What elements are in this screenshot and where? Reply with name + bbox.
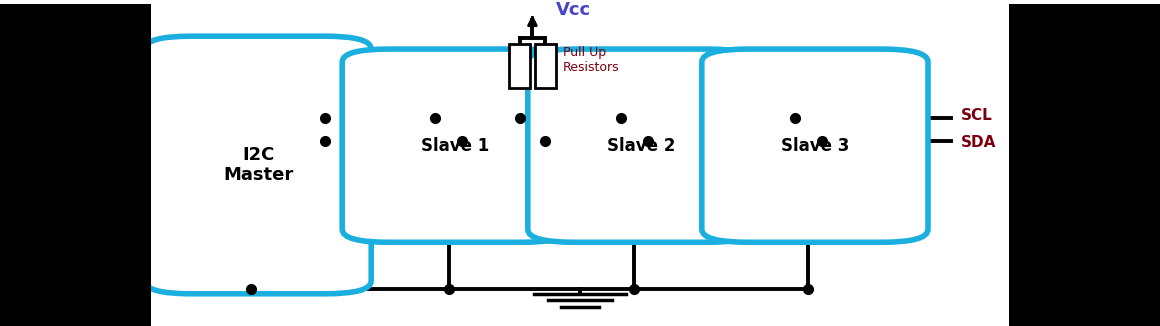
Text: Pull Up
Resistors: Pull Up Resistors xyxy=(563,46,619,74)
Text: Slave 3: Slave 3 xyxy=(781,137,849,155)
Bar xyxy=(0,4,151,326)
FancyBboxPatch shape xyxy=(342,49,568,242)
Text: SDA: SDA xyxy=(960,135,995,150)
Text: SCL: SCL xyxy=(960,108,992,123)
FancyBboxPatch shape xyxy=(702,49,928,242)
FancyBboxPatch shape xyxy=(145,36,371,294)
FancyBboxPatch shape xyxy=(528,49,754,242)
Bar xyxy=(535,44,556,88)
Text: I2C
Master: I2C Master xyxy=(223,146,293,185)
Text: Vcc: Vcc xyxy=(556,1,590,20)
Text: Slave 1: Slave 1 xyxy=(421,137,490,155)
Bar xyxy=(1009,4,1160,326)
Text: Slave 2: Slave 2 xyxy=(607,137,675,155)
Bar xyxy=(509,44,530,88)
